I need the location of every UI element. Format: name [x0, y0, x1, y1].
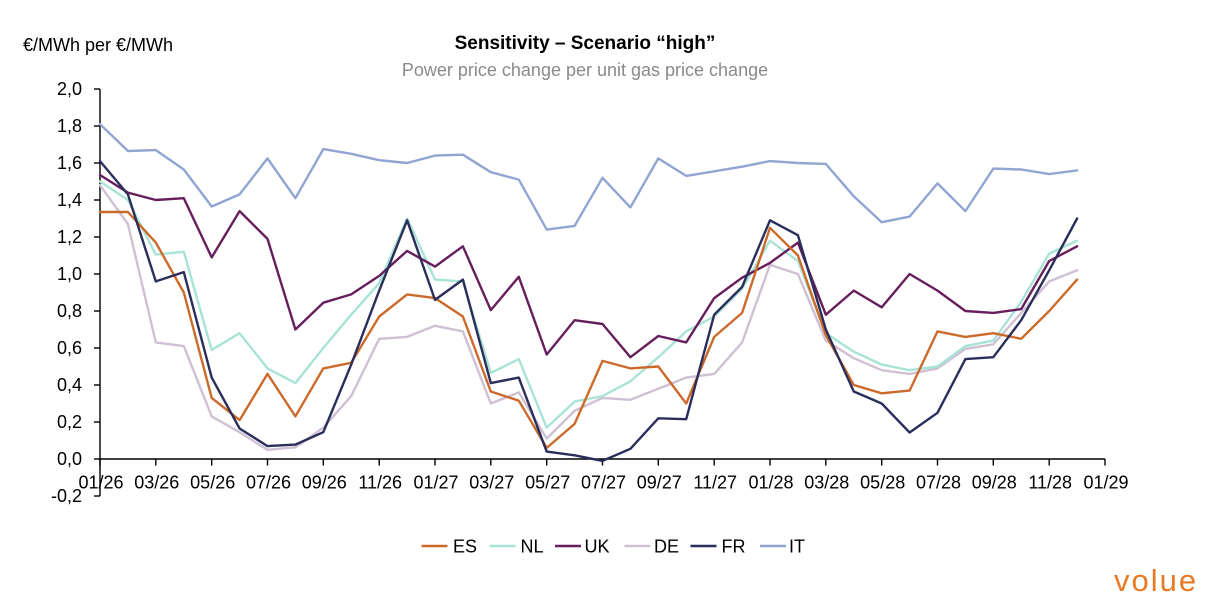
svg-text:€/MWh per €/MWh: €/MWh per €/MWh: [23, 35, 173, 55]
svg-text:FR: FR: [722, 537, 746, 557]
svg-text:0,2: 0,2: [57, 412, 82, 432]
svg-text:1,0: 1,0: [57, 264, 82, 284]
svg-text:01/27: 01/27: [413, 473, 458, 493]
svg-text:07/27: 07/27: [581, 473, 626, 493]
svg-text:IT: IT: [789, 537, 805, 557]
svg-text:1,2: 1,2: [57, 227, 82, 247]
svg-text:01/26: 01/26: [78, 473, 123, 493]
svg-text:0,4: 0,4: [57, 375, 82, 395]
svg-text:09/28: 09/28: [972, 473, 1017, 493]
svg-text:09/27: 09/27: [637, 473, 682, 493]
svg-text:11/26: 11/26: [358, 473, 402, 493]
svg-text:09/26: 09/26: [302, 473, 347, 493]
svg-text:volue: volue: [1114, 563, 1198, 598]
svg-text:05/27: 05/27: [525, 473, 570, 493]
svg-text:Sensitivity – Scenario “high”: Sensitivity – Scenario “high”: [455, 33, 716, 54]
svg-text:0,0: 0,0: [57, 449, 82, 469]
svg-text:01/29: 01/29: [1083, 473, 1128, 493]
svg-text:05/28: 05/28: [860, 473, 905, 493]
svg-text:NL: NL: [521, 537, 544, 557]
svg-text:Power price change per unit ga: Power price change per unit gas price ch…: [402, 60, 768, 80]
svg-text:0,8: 0,8: [57, 301, 82, 321]
svg-text:11/27: 11/27: [693, 473, 737, 493]
svg-text:07/28: 07/28: [916, 473, 961, 493]
svg-text:1,4: 1,4: [57, 190, 82, 210]
svg-text:07/26: 07/26: [246, 473, 291, 493]
svg-text:ES: ES: [453, 537, 477, 557]
svg-text:1,8: 1,8: [57, 116, 82, 136]
svg-text:11/28: 11/28: [1028, 473, 1072, 493]
svg-text:-0,2: -0,2: [51, 486, 82, 506]
svg-text:UK: UK: [585, 537, 610, 557]
svg-text:03/27: 03/27: [469, 473, 514, 493]
svg-text:1,6: 1,6: [57, 153, 82, 173]
svg-text:05/26: 05/26: [190, 473, 235, 493]
svg-text:0,6: 0,6: [57, 338, 82, 358]
svg-text:03/28: 03/28: [804, 473, 849, 493]
svg-text:2,0: 2,0: [57, 79, 82, 99]
svg-text:03/26: 03/26: [134, 473, 179, 493]
svg-text:01/28: 01/28: [748, 473, 793, 493]
svg-text:DE: DE: [654, 537, 679, 557]
